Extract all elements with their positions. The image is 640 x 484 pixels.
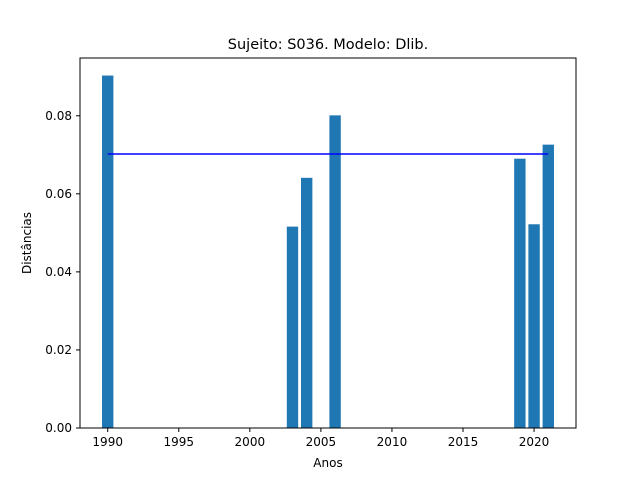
x-axis-ticks: 1990 1995 2000 2005 2010 2015 2020 xyxy=(92,428,549,449)
chart-title: Sujeito: S036. Modelo: Dlib. xyxy=(228,37,428,53)
bar-1990 xyxy=(102,75,114,428)
y-axis-label: Distâncias xyxy=(20,212,34,274)
x-tick-label: 2020 xyxy=(519,435,550,449)
y-tick-label: 0.08 xyxy=(45,109,72,123)
x-tick-label: 1990 xyxy=(92,435,123,449)
bar-2019 xyxy=(514,158,526,428)
bar-2003 xyxy=(286,226,299,428)
plot-frame xyxy=(79,57,577,429)
bar-2004 xyxy=(301,177,313,428)
x-tick-label: 2005 xyxy=(306,435,337,449)
x-axis-label: Anos xyxy=(313,456,342,470)
y-tick-label: 0.00 xyxy=(45,421,72,435)
bar-2006 xyxy=(329,115,341,429)
y-tick-label: 0.04 xyxy=(45,265,72,279)
x-tick-label: 2015 xyxy=(448,435,479,449)
x-tick-label: 2000 xyxy=(235,435,266,449)
y-axis-ticks: 0.00 0.02 0.04 0.06 0.08 xyxy=(45,109,80,435)
y-tick-label: 0.02 xyxy=(45,343,72,357)
bar-2021 xyxy=(542,144,554,428)
bar-2020 xyxy=(528,224,540,428)
bars xyxy=(102,75,554,429)
x-tick-label: 1995 xyxy=(163,435,194,449)
y-tick-label: 0.06 xyxy=(45,187,72,201)
x-tick-label: 2010 xyxy=(377,435,408,449)
